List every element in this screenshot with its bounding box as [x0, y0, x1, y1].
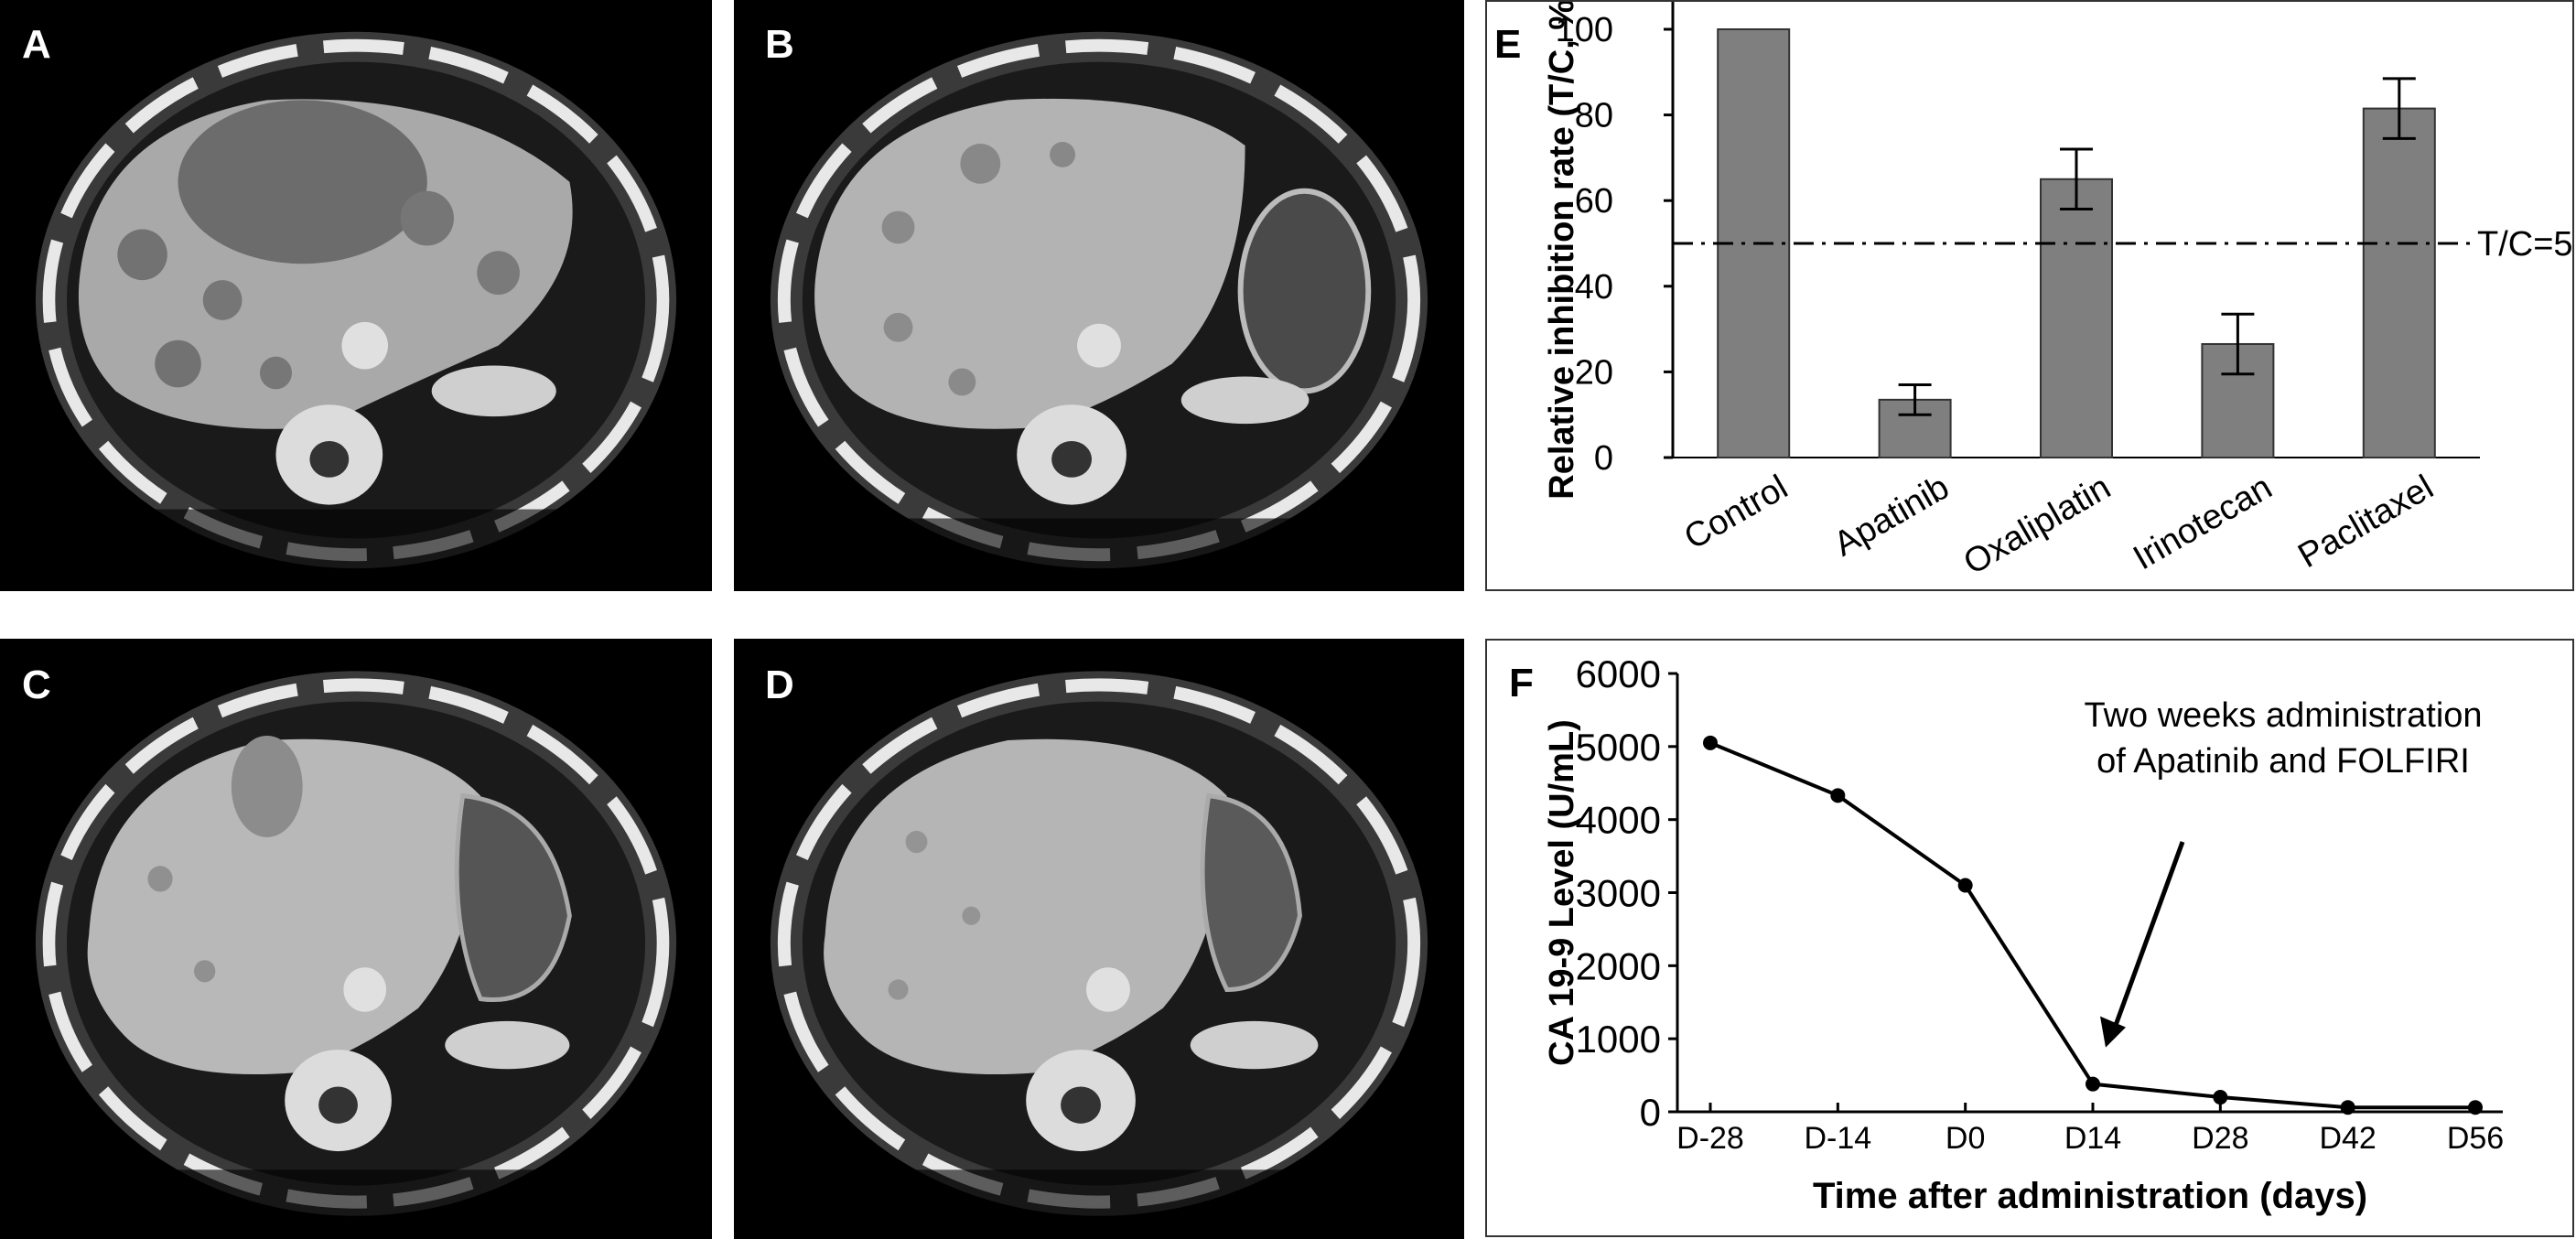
data-point [1703, 735, 1718, 750]
y-tick-label: 60 [1575, 182, 1613, 221]
panel-label-b: B [765, 22, 794, 67]
ct-scan-panel-b: B [734, 0, 1464, 591]
annotation-text: of Apatinib and FOLFIRI [2096, 742, 2470, 781]
data-point [2340, 1100, 2355, 1115]
ct-scan-panel-a: A [0, 0, 712, 591]
panel-label-d: D [765, 663, 794, 707]
x-tick-label: D-14 [1804, 1121, 1871, 1156]
panel-label-e: E [1494, 22, 1522, 67]
data-point [1957, 878, 1973, 893]
annotation-text: Two weeks administration [2084, 696, 2482, 735]
data-point [2468, 1100, 2483, 1115]
panel-label-c: C [22, 663, 51, 707]
ct-scan-image-a [0, 31, 712, 591]
y-tick-label: 3000 [1576, 872, 1661, 915]
x-category-label: Oxaliplatin [1957, 468, 2118, 582]
panel-label-a: A [22, 22, 51, 67]
ct-scan-panel-d: D [734, 639, 1464, 1239]
ct-scan-image-c [0, 671, 712, 1239]
x-category-label: Irinotecan [2127, 468, 2279, 577]
ct-scan-panel-c: C [0, 639, 712, 1239]
x-tick-label: D42 [2319, 1121, 2376, 1156]
y-tick-label: 0 [1594, 439, 1613, 478]
data-point [1830, 788, 1846, 803]
y-tick-label: 1000 [1576, 1018, 1661, 1061]
line-chart-panel-f: 0 1000 2000 3000 4000 5000 6000 CA 19-9 Level (… [1485, 639, 2574, 1237]
data-point [2213, 1090, 2228, 1105]
bar [2040, 178, 2113, 459]
y-tick-label: 6000 [1576, 652, 1661, 695]
y-tick-label: 40 [1575, 268, 1613, 307]
x-category-label: Apatinib [1827, 468, 1956, 564]
y-tick-label: 0 [1640, 1091, 1661, 1134]
x-tick-label: D0 [1945, 1121, 1985, 1156]
reference-line-label: T/C=50% [2477, 225, 2572, 264]
panel-label-f: F [1509, 661, 1534, 706]
x-axis-title: Time after administration (days) [1813, 1176, 2367, 1216]
x-tick-label: D28 [2192, 1121, 2248, 1156]
x-tick-label: D14 [2064, 1121, 2121, 1156]
y-axis-title: CA 19-9 Level (U/mL) [1543, 719, 1581, 1066]
data-point [2086, 1076, 2100, 1092]
ct-scan-image-b [734, 31, 1464, 591]
y-tick-label: 20 [1575, 353, 1613, 392]
y-tick-label: 4000 [1576, 799, 1661, 842]
y-axis-title: Relative inhibition rate (T/C, %) [1543, 2, 1581, 500]
y-tick-label: 100 [1556, 11, 1613, 49]
annotation-arrow-head [2100, 1016, 2126, 1048]
annotation-arrow-shaft [2110, 841, 2185, 1034]
series-line [1709, 740, 2475, 1110]
line-chart-f: 0 1000 2000 3000 4000 5000 6000 CA 19-9 Level (… [1543, 652, 2504, 1216]
bar [2362, 107, 2436, 459]
ct-scan-image-d [734, 671, 1464, 1239]
x-tick-label: D56 [2447, 1121, 2504, 1156]
x-category-label: Paclitaxel [2291, 468, 2440, 576]
x-tick-label: D-28 [1676, 1121, 1744, 1156]
bar-chart-panel-e: 0 20 40 60 80 100 Relative inhibition rate (T/… [1485, 0, 2574, 591]
y-tick-label: 5000 [1576, 726, 1661, 769]
y-tick-label: 2000 [1576, 944, 1661, 987]
y-tick-label: 80 [1575, 97, 1613, 135]
x-category-label: Control [1678, 468, 1795, 557]
